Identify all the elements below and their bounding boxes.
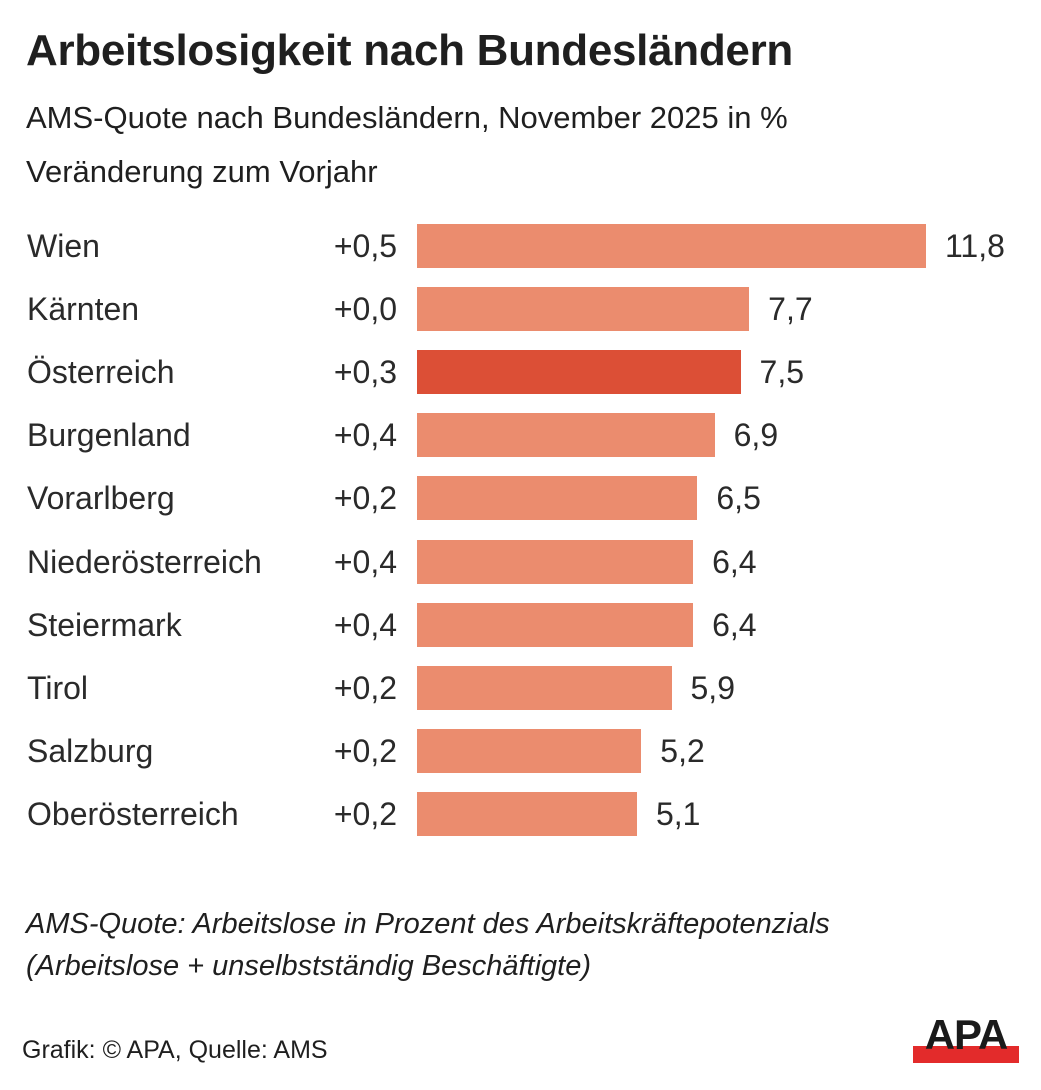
footnote: AMS-Quote: Arbeitslose in Prozent des Ar… xyxy=(26,903,830,987)
chart-title: Arbeitslosigkeit nach Bundesländern xyxy=(26,26,793,75)
bar-salzburg xyxy=(417,728,642,773)
value-label-oberoesterreich: 5,1 xyxy=(655,795,701,832)
value-label-kaernten: 7,7 xyxy=(768,291,813,328)
bar-wien xyxy=(417,224,926,268)
footnote-line-2: (Arbeitslose + unselbstständig Beschäfti… xyxy=(26,950,592,982)
value-label-burgenland: 6,9 xyxy=(733,417,779,454)
value-label-oesterreich: 7,5 xyxy=(759,354,804,391)
bar-steiermark xyxy=(417,602,694,647)
category-label-steiermark: Steiermark xyxy=(27,606,182,643)
apa-logo-red-bar xyxy=(913,1046,1019,1063)
value-label-steiermark: 6,4 xyxy=(712,606,757,643)
value-label-tirol: 5,9 xyxy=(690,669,735,706)
category-label-wien: Wien xyxy=(27,228,100,264)
source-credit: Grafik: © APA, Quelle: AMS xyxy=(22,1036,328,1064)
footnote-line-1: AMS-Quote: Arbeitslose in Prozent des Ar… xyxy=(26,908,830,940)
bar-vorarlberg xyxy=(417,476,698,521)
category-label-oberoesterreich: Oberösterreich xyxy=(27,795,239,832)
apa-logo: APA xyxy=(913,1012,1019,1064)
bar-oberoesterreich xyxy=(417,791,637,836)
change-label-steiermark: +0,4 xyxy=(333,606,397,643)
change-label-niederoesterreich: +0,4 xyxy=(333,543,397,580)
chart-subtitle: AMS-Quote nach Bundesländern, November 2… xyxy=(26,100,788,135)
bar-tirol xyxy=(417,665,672,710)
bar-niederoesterreich xyxy=(417,539,694,584)
change-label-oberoesterreich: +0,2 xyxy=(333,795,397,832)
bar-kaernten xyxy=(417,287,750,332)
apa-logo-text: APA xyxy=(924,1011,1009,1058)
category-label-burgenland: Burgenland xyxy=(27,417,191,454)
change-label-kaernten: +0,0 xyxy=(333,291,397,328)
change-label-wien: +0,5 xyxy=(333,228,397,264)
category-label-oesterreich: Österreich xyxy=(27,354,175,391)
category-label-vorarlberg: Vorarlberg xyxy=(27,480,175,517)
change-column-caption: Veränderung zum Vorjahr xyxy=(26,154,378,189)
change-label-vorarlberg: +0,2 xyxy=(333,480,397,517)
value-label-salzburg: 5,2 xyxy=(660,732,705,769)
bar-burgenland xyxy=(417,413,715,458)
value-label-vorarlberg: 6,5 xyxy=(716,480,761,517)
bar-oesterreich xyxy=(417,350,741,395)
category-label-niederoesterreich: Niederösterreich xyxy=(27,543,262,580)
change-label-tirol: +0,2 xyxy=(333,669,397,706)
category-label-salzburg: Salzburg xyxy=(27,732,154,769)
change-label-oesterreich: +0,3 xyxy=(333,354,397,391)
value-label-niederoesterreich: 6,4 xyxy=(712,543,757,580)
category-label-kaernten: Kärnten xyxy=(27,291,140,328)
change-label-salzburg: +0,2 xyxy=(333,732,397,769)
value-label-wien: 11,8 xyxy=(945,228,1005,264)
change-label-burgenland: +0,4 xyxy=(333,417,397,454)
category-label-tirol: Tirol xyxy=(27,669,89,706)
